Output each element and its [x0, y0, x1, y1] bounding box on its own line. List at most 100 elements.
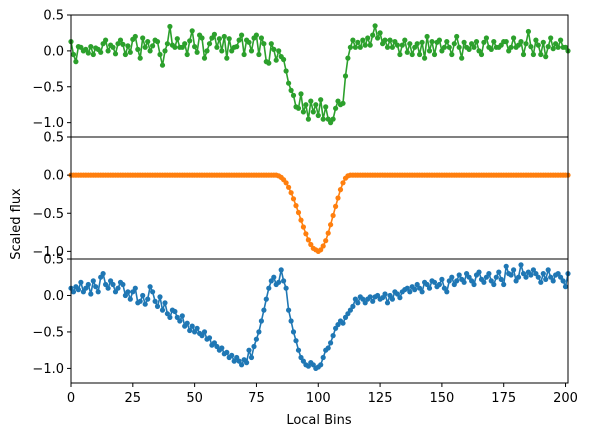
data-point-bottom	[350, 303, 356, 309]
data-point-bottom	[530, 267, 537, 273]
data-point-bottom	[515, 274, 522, 280]
data-point-top	[362, 42, 368, 48]
data-point-bottom	[424, 281, 430, 288]
data-point-top	[441, 44, 447, 50]
data-point-top	[550, 46, 556, 52]
data-point-top	[510, 35, 517, 41]
data-point-top	[182, 41, 188, 47]
data-point-bottom	[103, 281, 109, 288]
data-point-top	[350, 37, 356, 43]
data-point-top	[436, 37, 442, 43]
data-point-middle	[308, 241, 314, 248]
data-point-bottom	[246, 347, 252, 353]
data-point-middle	[293, 203, 299, 209]
x-tick-label: 200	[553, 391, 578, 406]
data-point-bottom	[550, 278, 556, 284]
data-point-top	[352, 44, 358, 50]
panels: 0.50.0−0.5−1.00.50.0−0.5−1.00.50.0−0.5−1…	[32, 9, 578, 407]
data-point-top	[295, 105, 302, 111]
data-point-top	[147, 48, 153, 54]
data-point-top	[157, 51, 163, 58]
data-point-top	[298, 91, 304, 97]
data-point-top	[419, 39, 425, 45]
data-point-top	[471, 44, 477, 50]
data-point-top	[375, 35, 381, 41]
data-point-bottom	[75, 287, 81, 293]
data-point-top	[459, 55, 465, 61]
data-point-top	[384, 44, 391, 50]
data-point-top	[456, 44, 462, 50]
data-point-top	[236, 37, 242, 43]
data-point-bottom	[127, 296, 133, 302]
data-point-top	[538, 51, 544, 58]
data-point-top	[426, 48, 433, 54]
data-point-top	[308, 98, 314, 104]
data-point-top	[127, 49, 133, 55]
data-point-middle	[333, 203, 339, 209]
data-point-top	[414, 41, 420, 47]
x-tick-label: 25	[125, 391, 142, 406]
data-point-top	[387, 37, 393, 43]
data-point-top	[281, 56, 287, 63]
data-point-bottom	[503, 263, 509, 269]
data-point-top	[503, 39, 509, 45]
data-point-top	[283, 68, 289, 74]
data-point-bottom	[266, 285, 272, 291]
data-point-top	[125, 43, 131, 49]
y-tick-label-middle: −1.0	[32, 245, 64, 260]
data-point-bottom	[333, 325, 339, 331]
data-point-top	[103, 37, 109, 43]
data-point-top	[370, 32, 376, 38]
data-point-bottom	[172, 308, 178, 315]
data-point-top	[449, 51, 455, 58]
data-point-top	[246, 39, 252, 45]
data-point-top	[221, 33, 227, 40]
data-point-top	[377, 30, 383, 36]
data-point-bottom	[382, 291, 388, 297]
data-point-bottom	[545, 267, 551, 273]
data-point-top	[540, 39, 546, 45]
data-point-top	[201, 55, 208, 61]
data-point-middle	[328, 222, 334, 228]
data-point-bottom	[548, 274, 554, 280]
y-tick-label-top: 0.0	[43, 44, 64, 59]
data-point-bottom	[518, 262, 524, 268]
data-point-top	[73, 59, 79, 65]
data-point-bottom	[159, 307, 166, 313]
data-point-top	[365, 35, 371, 41]
data-point-top	[347, 44, 353, 50]
data-point-top	[194, 49, 200, 55]
data-point-top	[140, 35, 146, 41]
data-point-top	[481, 39, 487, 45]
data-point-bottom	[83, 285, 89, 291]
data-point-top	[268, 41, 274, 47]
data-point-middle	[337, 187, 344, 193]
data-point-top	[145, 39, 151, 45]
x-tick-label: 150	[429, 391, 454, 406]
data-point-top	[454, 33, 460, 40]
data-point-top	[323, 104, 329, 110]
data-point-bottom	[456, 272, 462, 278]
data-point-bottom	[100, 271, 106, 277]
data-point-top	[313, 102, 319, 108]
data-point-bottom	[535, 274, 541, 280]
data-point-middle	[318, 247, 324, 253]
data-point-bottom	[286, 307, 292, 313]
data-point-top	[530, 51, 537, 58]
data-point-top	[162, 48, 168, 54]
data-point-middle	[320, 243, 326, 249]
data-point-bottom	[342, 314, 349, 320]
x-tick-label: 50	[186, 391, 203, 406]
data-point-top	[142, 44, 148, 50]
panel-bottom: 0.5 0.0 −0.5 −1.0	[32, 253, 571, 384]
data-point-top	[409, 51, 415, 58]
data-point-top	[204, 48, 210, 54]
data-point-bottom	[370, 298, 376, 304]
data-point-bottom	[283, 285, 289, 291]
x-tick-label: 175	[491, 391, 516, 406]
data-point-top	[431, 51, 438, 58]
data-point-middle	[288, 190, 294, 196]
data-point-bottom	[187, 327, 193, 334]
data-point-top	[315, 112, 321, 119]
